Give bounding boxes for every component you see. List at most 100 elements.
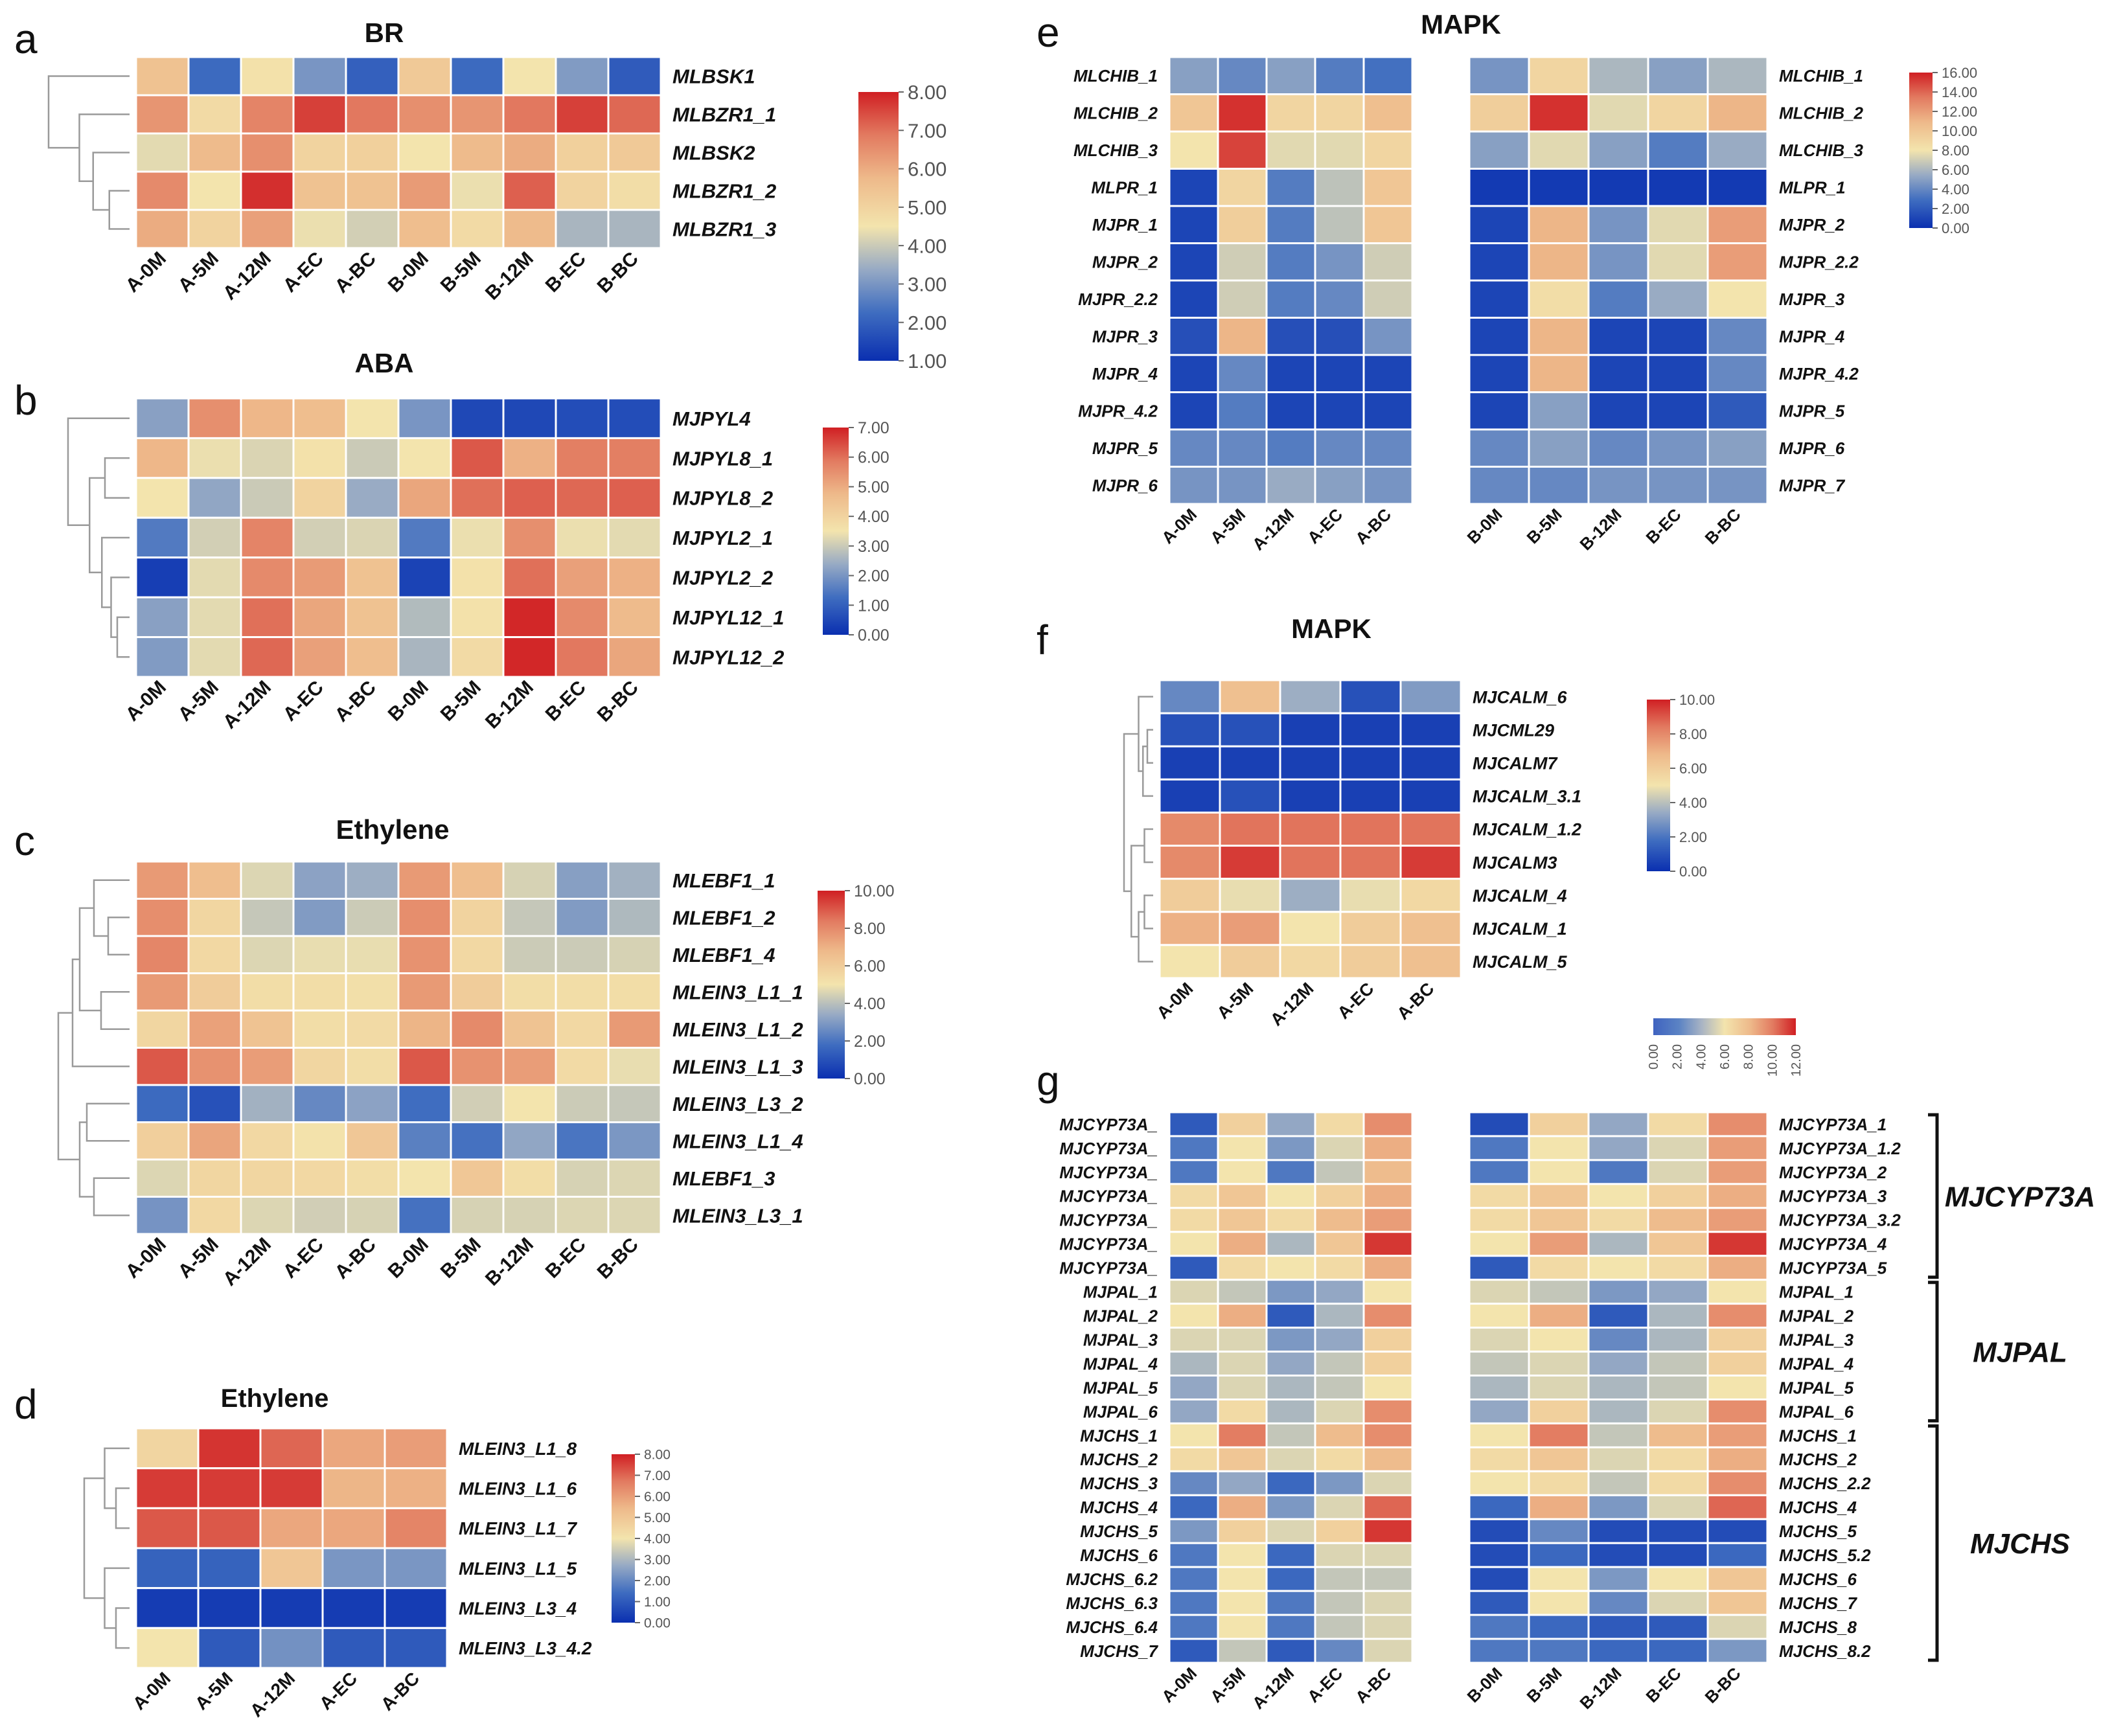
row-label: MJCHS_6 — [1779, 1570, 1857, 1589]
heatmap-cell — [1706, 1111, 1769, 1137]
row-label: MLCHIB_3 — [1779, 141, 1864, 160]
heatmap-cell — [1265, 1183, 1316, 1209]
heatmap-cell — [1528, 1303, 1590, 1329]
color-scale-tick: 7.00 — [858, 419, 889, 437]
row-label: MLEIN3_L1_7 — [459, 1518, 577, 1538]
heatmap-cell — [1217, 279, 1268, 319]
heatmap-cell — [450, 898, 505, 937]
heatmap-cell — [292, 898, 347, 937]
heatmap-cell — [1528, 242, 1590, 282]
heatmap-cell — [1528, 1111, 1590, 1137]
heatmap-cell — [1217, 1111, 1268, 1137]
heatmap-cell — [321, 1627, 386, 1669]
heatmap-cell — [1314, 1398, 1365, 1424]
row-label: MLEBF1_4 — [672, 944, 775, 966]
heatmap-cell — [607, 972, 662, 1012]
row-label: MJPYL8_1 — [672, 447, 773, 470]
heatmap-cell — [1587, 1111, 1649, 1137]
heatmap-cell — [1587, 391, 1649, 431]
heatmap-cell — [1279, 845, 1342, 880]
heatmap-cell — [1587, 93, 1649, 133]
heatmap-cell — [1647, 1231, 1709, 1257]
heatmap-cell — [502, 1196, 557, 1235]
heatmap-cell — [197, 1467, 262, 1509]
heatmap-cell — [450, 972, 505, 1012]
heatmap-cell — [384, 1427, 448, 1470]
heatmap-cell — [1706, 1446, 1769, 1472]
heatmap-cell — [1647, 317, 1709, 356]
heatmap-cell — [1339, 712, 1402, 748]
heatmap-cell — [187, 94, 242, 135]
heatmap-cell — [1168, 1638, 1219, 1664]
heatmap-cell — [607, 477, 662, 519]
heatmap-cell — [1314, 1638, 1365, 1664]
heatmap-cell — [240, 1084, 295, 1123]
heatmap-cell — [1587, 1183, 1649, 1209]
heatmap-cell — [1587, 1590, 1649, 1616]
heatmap-cell — [1528, 1231, 1590, 1257]
row-label: MJPYL8_2 — [672, 487, 773, 510]
heatmap-cell — [187, 1158, 242, 1198]
heatmap-cell — [502, 1121, 557, 1161]
heatmap-cell — [1362, 391, 1414, 431]
heatmap-cell — [450, 56, 505, 97]
heatmap-cell — [1168, 428, 1219, 468]
row-label: MLPR_1 — [1779, 178, 1846, 198]
heatmap-cell — [555, 1158, 610, 1198]
color-scale-tick: 4.00 — [858, 508, 889, 526]
heatmap-cell — [197, 1547, 262, 1590]
heatmap-cell — [502, 397, 557, 439]
heatmap-cell — [240, 972, 295, 1012]
heatmap-cell — [240, 477, 295, 519]
heatmap-cell — [1528, 1135, 1590, 1161]
heatmap-cell — [1528, 317, 1590, 356]
row-label: MJCHS_1 — [1779, 1426, 1857, 1445]
heatmap-cell — [1265, 466, 1316, 505]
heatmap-cell — [1217, 1375, 1268, 1400]
heatmap-cell — [397, 209, 452, 249]
heatmap-cell — [292, 437, 347, 479]
panel-letter: e — [1037, 9, 1060, 56]
heatmap-cell — [1528, 1638, 1590, 1664]
heatmap-cell — [1339, 878, 1402, 913]
row-label: MJPR_2.2 — [1078, 290, 1158, 309]
heatmap-cell — [555, 170, 610, 211]
heatmap-cell — [450, 477, 505, 519]
heatmap-cell — [1168, 391, 1219, 431]
group-label: MJPAL — [1973, 1337, 2067, 1369]
column-label: A-BC — [1351, 1663, 1395, 1707]
heatmap-cell — [1314, 1111, 1365, 1137]
heatmap-cell — [1265, 1566, 1316, 1592]
row-label: MLEBF1_3 — [672, 1167, 775, 1190]
heatmap-cell — [292, 1158, 347, 1198]
heatmap-cell — [1265, 1398, 1316, 1424]
heatmap-cell — [1587, 466, 1649, 505]
heatmap-cell — [1399, 944, 1462, 979]
column-label: A-EC — [1303, 505, 1346, 547]
column-label: B-5M — [437, 1234, 485, 1283]
row-label: MJPR_1 — [1092, 215, 1158, 234]
heatmap-cell — [607, 1121, 662, 1161]
color-scale-tick: 14.00 — [1942, 84, 1977, 100]
heatmap-cell — [1217, 1159, 1268, 1185]
heatmap-cell — [1528, 1470, 1590, 1496]
heatmap-cell — [1219, 944, 1281, 979]
heatmap-cell — [1217, 242, 1268, 282]
heatmap-cell — [1314, 1614, 1365, 1640]
row-label: MJCHS_5 — [1779, 1522, 1857, 1541]
heatmap-cell — [135, 56, 190, 97]
row-label: MJCHS_8 — [1779, 1617, 1857, 1637]
heatmap-cell — [345, 556, 400, 599]
heatmap-cell — [345, 56, 400, 97]
heatmap-cell — [1468, 428, 1530, 468]
heatmap-cell — [1219, 845, 1281, 880]
color-scale-tick: 6.00 — [858, 449, 889, 467]
heatmap-cell — [135, 1427, 200, 1470]
heatmap-cell — [1468, 1111, 1530, 1137]
row-label: MJPR_5 — [1779, 402, 1845, 421]
row-label: MJPR_4.2 — [1779, 364, 1859, 383]
heatmap-cell — [397, 636, 452, 678]
heatmap-cell — [555, 1121, 610, 1161]
group-label: MJCHS — [1970, 1528, 2070, 1560]
